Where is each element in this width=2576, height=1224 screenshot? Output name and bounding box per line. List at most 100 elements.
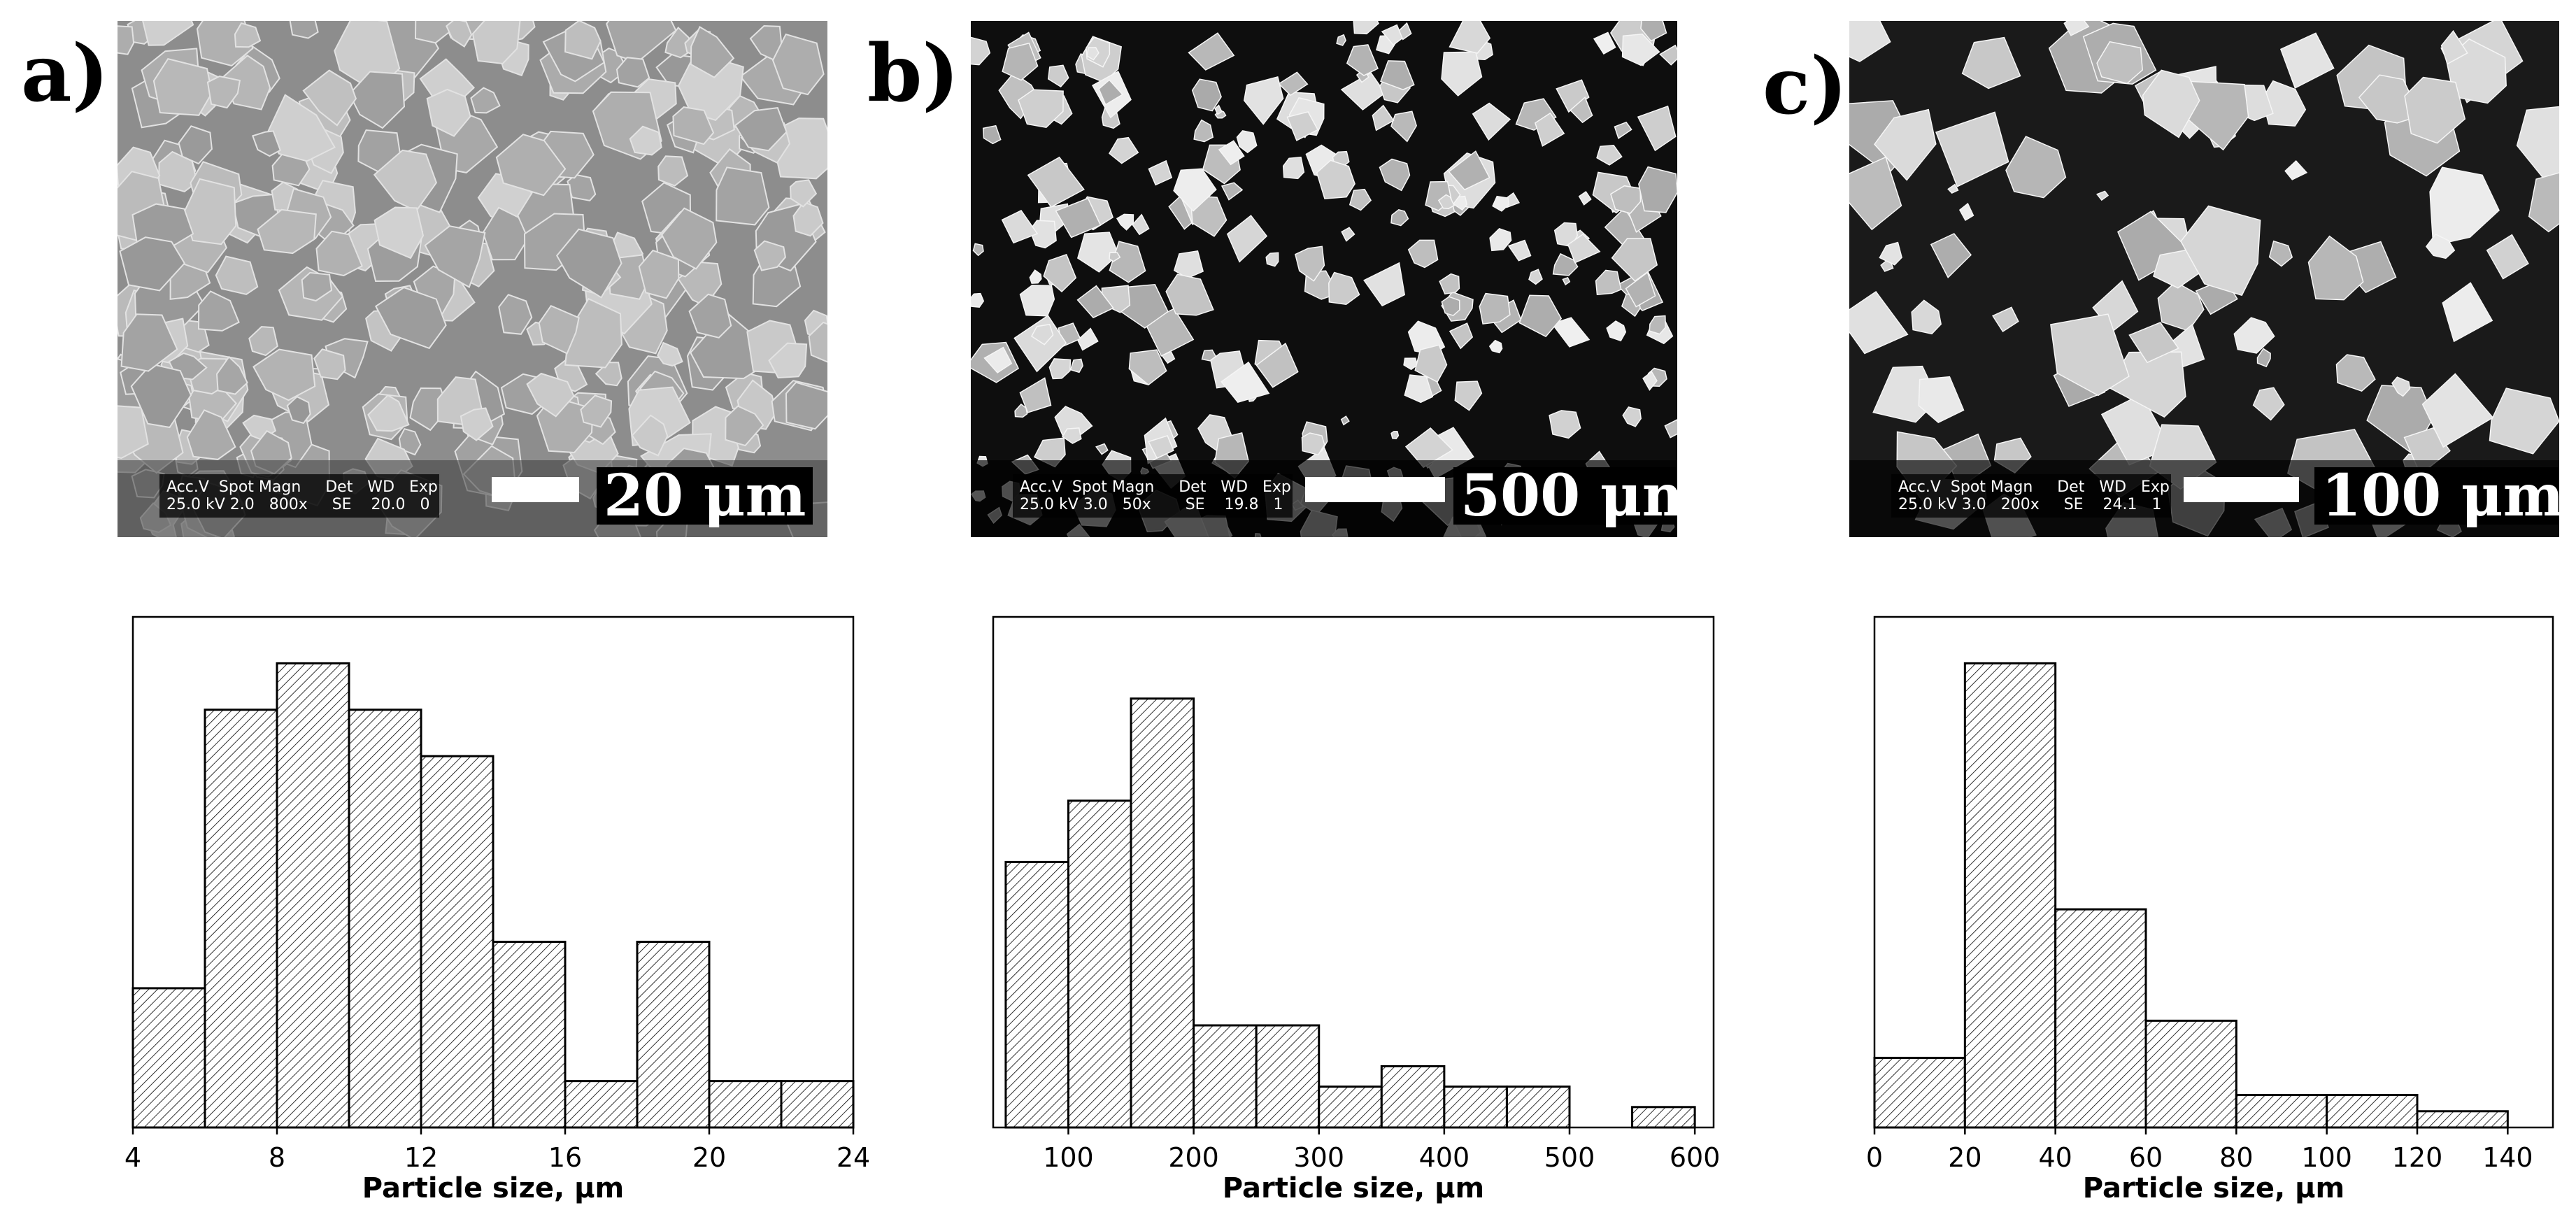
sem-particle (2142, 69, 2200, 138)
sem-particle (1879, 241, 1902, 266)
sem-particle (971, 292, 985, 308)
histogram-bar (1255, 1024, 1321, 1129)
histogram-bar (1004, 860, 1069, 1129)
scale-bar-a (492, 477, 579, 502)
sem-particle (1165, 273, 1214, 316)
sem-particle (661, 207, 718, 270)
histogram-bar (204, 709, 278, 1129)
sem-image-a: Acc.V Spot Magn Det WD Exp 25.0 kV 2.0 8… (118, 21, 827, 537)
sem-particle (1019, 377, 1052, 413)
sem-particle (1193, 119, 1214, 143)
histogram-bar (1193, 1024, 1258, 1129)
sem-particle (398, 428, 422, 456)
sem-particle (768, 342, 808, 379)
histogram-bar (2144, 1019, 2237, 1129)
panel-label-c: c) (1763, 41, 1848, 132)
sem-particle (1414, 344, 1448, 383)
sem-particle (2096, 41, 2143, 85)
sem-particle (1286, 111, 1319, 141)
scale-bar-b (1305, 477, 1445, 502)
panel-label-b: b) (867, 28, 960, 120)
histogram-bar (564, 1080, 639, 1129)
sem-particle (1614, 121, 1632, 139)
sem-particle (1638, 166, 1677, 213)
sem-particle (1201, 349, 1217, 362)
sem-particle (1404, 374, 1434, 404)
sem-particle (1132, 213, 1150, 236)
sem-particle (1379, 158, 1411, 192)
sem-particle (142, 21, 194, 46)
sem-particle (234, 22, 262, 48)
sem-particle (1001, 209, 1039, 244)
sem-particle (983, 346, 1013, 373)
sem-particle (1454, 380, 1483, 411)
sem-particle (1849, 21, 1891, 62)
sem-particle (1148, 159, 1173, 186)
sem-particle (567, 173, 597, 201)
sem-particle (1622, 406, 1642, 427)
sem-particle (2391, 376, 2411, 397)
sem-particle (1086, 47, 1100, 61)
sem-particle (215, 255, 259, 295)
sem-particle (1507, 239, 1532, 262)
sem-particle (302, 69, 357, 127)
sem-particle (1449, 322, 1474, 350)
sem-particle (1173, 168, 1217, 212)
sem-detector-info-a: Acc.V Spot Magn Det WD Exp 25.0 kV 2.0 8… (159, 474, 439, 518)
x-tick-label: 600 (1670, 1142, 1721, 1173)
sem-particle (1048, 358, 1072, 380)
sem-particle (2307, 235, 2364, 301)
sem-particle (2268, 240, 2293, 267)
sem-particle (1625, 271, 1656, 308)
sem-particle (1047, 64, 1069, 87)
sem-particle (1390, 208, 1409, 227)
sem-particle (2486, 234, 2529, 280)
sem-particle (2440, 30, 2468, 65)
x-tick-label: 12 (404, 1142, 438, 1173)
sem-particle (460, 407, 494, 441)
x-tick-label: 20 (1948, 1142, 1981, 1173)
sem-particle (1479, 292, 1511, 325)
sem-particle (2050, 313, 2130, 397)
sem-particle (1606, 320, 1627, 342)
sem-particle (2005, 136, 2067, 199)
sem-particle (2180, 205, 2261, 297)
sem-particle (1061, 427, 1082, 444)
x-tick-label: 140 (2482, 1142, 2533, 1173)
sem-particle (1002, 42, 1039, 81)
sem-particle (1958, 202, 1974, 222)
sem-detector-header: Acc.V Spot Magn Det WD Exp (166, 478, 438, 496)
histogram-bar (1505, 1086, 1571, 1129)
sem-particle (446, 21, 473, 48)
sem-particle (1448, 150, 1490, 191)
sem-particle (252, 348, 316, 401)
sem-particle (1069, 358, 1083, 373)
sem-particle (1390, 431, 1400, 439)
sem-particle (1441, 51, 1483, 97)
sem-particle (2442, 282, 2493, 343)
sem-particle (1295, 245, 1325, 282)
sem-particle (1611, 238, 1658, 282)
sem-particle (1161, 350, 1176, 364)
x-tick-label: 400 (1419, 1142, 1470, 1173)
sem-particle (1282, 156, 1305, 180)
x-axis-label: Particle size, μm (2083, 1172, 2344, 1204)
sem-particle (152, 57, 213, 116)
sem-particle (313, 348, 346, 380)
sem-particle (1301, 432, 1325, 456)
sem-particle (1116, 213, 1134, 231)
sem-particle (1095, 443, 1109, 455)
sem-particle (1596, 145, 1623, 166)
sem-particle (1992, 306, 2019, 333)
sem-particle (119, 236, 186, 292)
sem-particle (1874, 108, 1937, 181)
sem-texture-a (118, 21, 827, 537)
sem-particle (1518, 294, 1563, 338)
sem-detector-info-b: Acc.V Spot Magn Det WD Exp 25.0 kV 3.0 5… (1013, 474, 1293, 518)
sem-particle (426, 88, 471, 137)
sem-texture-b (971, 21, 1677, 537)
sem-particle (498, 294, 533, 335)
sem-particle (315, 230, 363, 277)
histogram-bar (420, 755, 494, 1129)
sem-particle (257, 208, 317, 255)
